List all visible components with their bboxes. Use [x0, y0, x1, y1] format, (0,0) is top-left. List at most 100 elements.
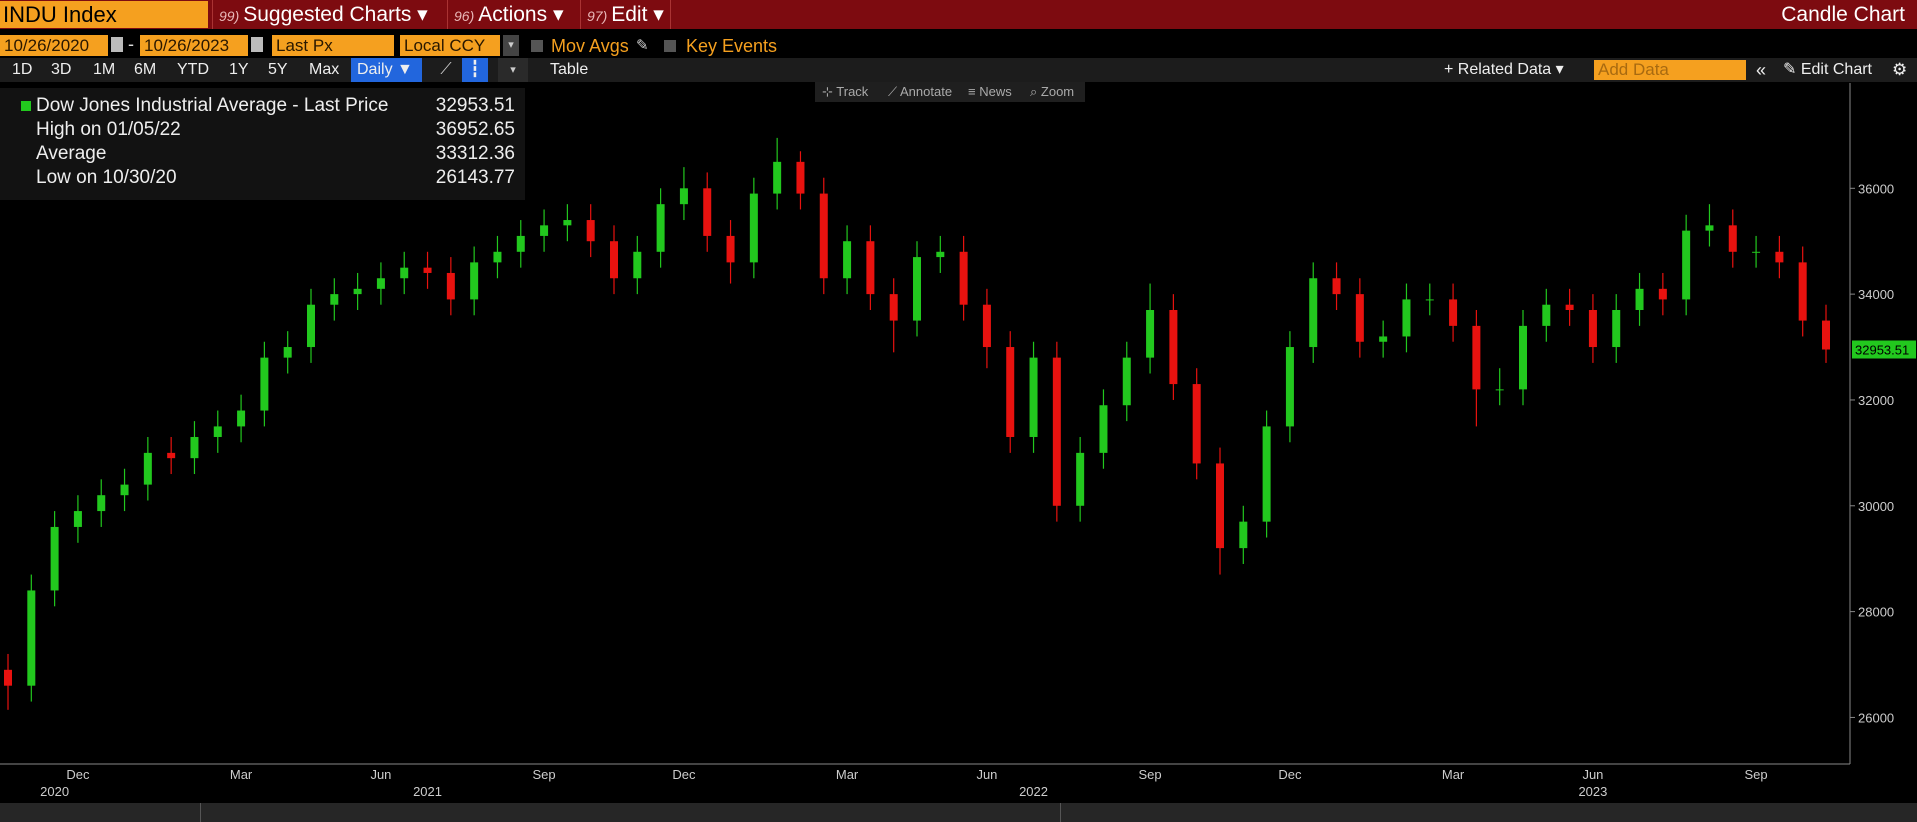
field-select[interactable]: Last Px [272, 35, 394, 56]
chart-tools [815, 82, 1085, 102]
candle-body [1169, 310, 1178, 385]
candle-chart-icon[interactable]: ┇ [462, 58, 488, 82]
x-tick-label: Sep [533, 767, 556, 782]
chart: 26000 28000 30000 32000 34000 36000 2020 Dec Mar… [0, 83, 1916, 799]
candle-body [1635, 288, 1644, 310]
legend-value: 26143.77 [435, 167, 515, 188]
dropdown-arrow[interactable]: ▾ [503, 35, 519, 56]
candle-body [143, 452, 152, 485]
candle-body [1495, 389, 1504, 391]
candle-body [1192, 384, 1201, 464]
start-date[interactable]: 10/26/2020 [0, 35, 108, 56]
candle-body [1658, 288, 1667, 300]
candle-body [773, 161, 782, 194]
top-bar [0, 0, 1917, 29]
candle-body [73, 511, 82, 527]
currency-select[interactable]: Local CCY [400, 35, 500, 56]
period-button[interactable]: 1Y [229, 61, 249, 78]
edit-chart-button[interactable]: ✎ Edit Chart [1783, 61, 1872, 78]
pencil-icon[interactable]: ✎ [636, 37, 649, 54]
checkbox[interactable] [531, 40, 543, 52]
period-button[interactable]: 3D [51, 61, 72, 78]
settings-icon[interactable]: ⚙ [1892, 60, 1908, 79]
candle-body [353, 288, 362, 295]
divider [200, 803, 201, 822]
legend-value: 33312.36 [435, 143, 515, 164]
menu-label: Actions [478, 3, 548, 26]
candle-body [97, 495, 106, 512]
toggle-label[interactable]: Key Events [686, 36, 778, 56]
line-chart-icon[interactable]: ⟋ [440, 61, 452, 78]
candle-body [586, 220, 595, 242]
legend-label: Low on 10/30/20 [36, 167, 177, 188]
candle-body [1798, 262, 1807, 321]
legend-value: 32953.51 [435, 95, 515, 116]
candle-body [633, 251, 642, 279]
chart-tool[interactable]: ⊹ Track [822, 84, 869, 99]
chart-tool[interactable]: ⌕ Zoom [1030, 84, 1075, 99]
period-button[interactable]: 5Y [268, 61, 288, 78]
candle-body [376, 278, 385, 289]
x-tick-label: Sep [1745, 767, 1768, 782]
candle-body [190, 436, 199, 459]
calendar-icon[interactable] [111, 37, 123, 52]
x-year-label: 2020 [40, 784, 69, 799]
candle-body [1612, 310, 1621, 348]
candle-body [1239, 521, 1248, 549]
y-tick-label: 34000 [1858, 287, 1894, 302]
candle-body [982, 304, 991, 348]
ticker-field[interactable]: INDU Index [0, 1, 208, 28]
y-tick-label: 36000 [1858, 181, 1894, 196]
menu[interactable]: 99) Suggested Charts ▾ [212, 0, 434, 29]
x-tick-label: Dec [672, 767, 696, 782]
chart-tool[interactable]: ≡ News [968, 84, 1012, 99]
candle-body [959, 251, 968, 305]
candle-body [749, 193, 758, 263]
add-data-field[interactable]: Add Data [1594, 60, 1746, 80]
collapse-button[interactable]: « [1756, 60, 1767, 80]
candle-body [656, 204, 665, 252]
candle-body [1449, 299, 1458, 326]
period-button[interactable]: 6M [134, 61, 157, 78]
checkbox[interactable] [664, 40, 676, 52]
menu[interactable]: 96) Actions ▾ [447, 0, 570, 29]
frequency-select[interactable]: Daily ▼ [351, 58, 422, 82]
status-bar [0, 803, 1917, 822]
candle-body [1752, 251, 1761, 253]
candle-body [1402, 299, 1411, 337]
period-button[interactable]: 1M [93, 61, 116, 78]
x-tick-label: Jun [370, 767, 391, 782]
legend-label: High on 01/05/22 [36, 119, 181, 140]
candle-body [540, 225, 549, 236]
candle-body [470, 262, 479, 300]
candle-body [796, 161, 805, 194]
candle-body [1262, 426, 1271, 522]
related-data-label: Related Data [1457, 61, 1552, 78]
end-date[interactable]: 10/26/2023 [140, 35, 248, 56]
candle-body [936, 251, 945, 258]
candle-body [516, 235, 525, 252]
calendar-icon[interactable] [251, 37, 263, 52]
related-data-button[interactable]: + Related Data ▾ [1444, 61, 1564, 78]
menu-label: Edit [611, 3, 648, 26]
candle-body [400, 267, 409, 279]
toggle-label[interactable]: Mov Avgs [551, 36, 629, 56]
menu-code: 97) [587, 8, 608, 24]
chart-tool[interactable]: ⟋ Annotate [888, 84, 953, 99]
period-button[interactable]: Max [309, 61, 340, 78]
candle-body [913, 257, 921, 321]
candle-body [1379, 336, 1388, 342]
candle-body [1472, 325, 1481, 390]
table-button[interactable]: Table [550, 61, 589, 78]
menu-code: 99) [219, 8, 240, 24]
candle-body [1425, 299, 1434, 301]
candle-body [330, 294, 339, 305]
chart-type-dropdown[interactable]: ▾ [498, 58, 528, 82]
candle-body [1565, 304, 1574, 310]
menu[interactable]: 97) Edit ▾ [580, 0, 671, 29]
menu-code: 96) [454, 8, 475, 24]
legend-title: Dow Jones Industrial Average - Last Pric… [36, 95, 389, 116]
period-button[interactable]: 1D [12, 61, 33, 78]
period-button[interactable]: YTD [177, 61, 209, 78]
